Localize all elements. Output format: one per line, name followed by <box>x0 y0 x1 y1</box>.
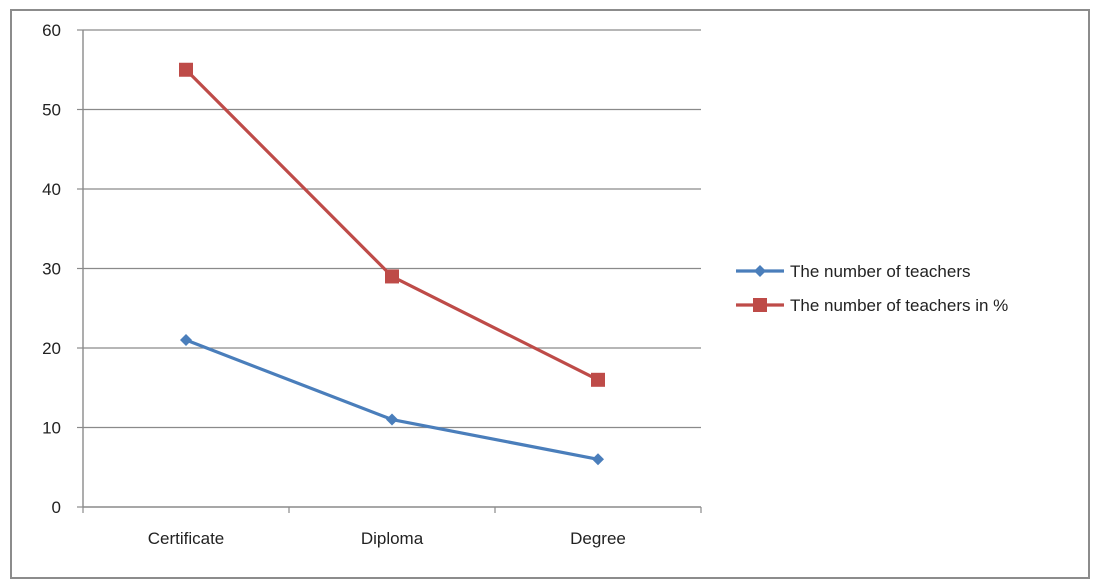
y-tick-label: 60 <box>42 21 61 40</box>
data-point-square <box>753 298 767 312</box>
data-point-diamond <box>180 334 192 347</box>
x-tick-label: Degree <box>570 529 626 548</box>
series <box>179 62 605 466</box>
y-tick-label: 40 <box>42 180 61 199</box>
series-1 <box>179 62 605 387</box>
data-point-diamond <box>754 265 766 277</box>
data-point-square <box>179 62 193 77</box>
series-line <box>185 338 599 461</box>
series-line <box>184 68 599 382</box>
data-point-square <box>591 372 605 387</box>
y-tick-label: 20 <box>42 339 61 358</box>
chart-frame <box>10 9 1090 579</box>
y-tick-label: 0 <box>52 498 61 517</box>
data-point-square <box>385 269 399 284</box>
line-chart: 0 10 20 30 40 50 60 Certificate Diploma Degree T… <box>42 21 1008 548</box>
legend-item: The number of teachers in % <box>736 296 1008 315</box>
legend-label: The number of teachers in % <box>790 296 1008 315</box>
legend: The number of teachers The number of teac… <box>736 262 1008 315</box>
data-point-diamond <box>386 413 398 426</box>
series-0 <box>180 334 604 466</box>
y-tick-label: 10 <box>42 419 61 438</box>
legend-item: The number of teachers <box>736 262 970 281</box>
axes <box>77 29 702 513</box>
y-tick-label: 50 <box>42 101 61 120</box>
x-tick-labels: Certificate Diploma Degree <box>148 529 626 548</box>
y-tick-labels: 0 10 20 30 40 50 60 <box>42 21 61 517</box>
data-point-diamond <box>592 453 604 466</box>
y-tick-label: 30 <box>42 260 61 279</box>
x-tick-label: Diploma <box>361 529 424 548</box>
gridlines <box>83 29 701 429</box>
legend-label: The number of teachers <box>790 262 970 281</box>
x-tick-label: Certificate <box>148 529 225 548</box>
